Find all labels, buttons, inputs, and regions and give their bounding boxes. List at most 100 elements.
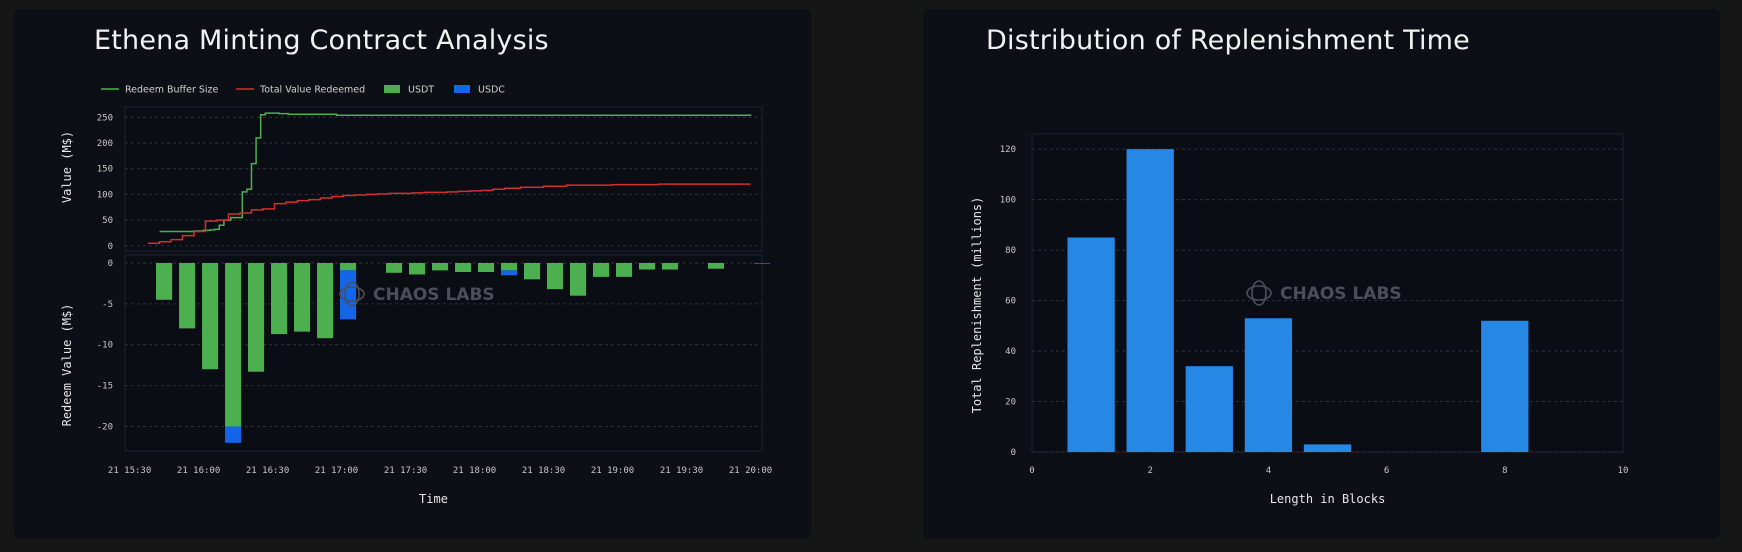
chart-title-distribution: Distribution of Replenishment Time: [986, 25, 1470, 56]
bar-usdt: [615, 263, 633, 277]
bar-usdt: [294, 263, 311, 332]
analysis-panel: Ethena Minting Contract Analysis Redeem …: [14, 9, 811, 539]
bar-usdt: [225, 263, 242, 427]
bar: [1244, 318, 1293, 452]
logo-ring-horizontal: [339, 286, 365, 302]
y-tick-label: 50: [102, 216, 113, 226]
chaos-labs-logo: CHAOS LABS: [1246, 280, 1402, 306]
bar-usdt: [317, 263, 334, 339]
bar: [1481, 320, 1529, 452]
x-tick-label: 10: [1618, 466, 1629, 476]
bar-usdc: [753, 263, 771, 264]
bar-usdt: [179, 263, 196, 329]
y-tick-label: 150: [97, 165, 113, 175]
x-tick-label: 0: [1029, 466, 1034, 476]
bar: [1185, 366, 1233, 452]
legend-item: Total Value Redeemed: [236, 85, 365, 96]
x-tick-label: 6: [1384, 466, 1389, 476]
bar-usdt: [156, 263, 173, 300]
x-tick-label: 21 19:30: [660, 466, 703, 476]
y-tick-label: 100: [1000, 196, 1016, 206]
watermark-text: CHAOS LABS: [373, 285, 495, 305]
series-line-redeem-buffer-size: [159, 112, 752, 233]
x-axis-label: Length in Blocks: [1270, 492, 1386, 506]
bar-usdt: [432, 263, 449, 271]
y-tick-label: -5: [102, 300, 113, 310]
bar-usdt: [248, 263, 265, 372]
x-tick-label: 21 17:00: [315, 466, 358, 476]
x-tick-label: 21 18:30: [522, 466, 565, 476]
legend-swatch-box: [454, 85, 470, 93]
logo-ring-vertical: [1251, 280, 1267, 306]
x-tick-label: 21 20:00: [729, 466, 772, 476]
bar-usdt: [500, 263, 518, 271]
legend: Redeem Buffer Size Total Value Redeemed US…: [101, 85, 505, 96]
distribution-chart: 0 20 40 60 80 100 120 0 2 4 6 8 10 Length in Blocks To…: [970, 133, 1629, 506]
chaos-labs-logo: CHAOS LABS: [339, 281, 495, 307]
y-tick-label: -15: [97, 382, 113, 392]
x-tick-label: 2: [1147, 466, 1152, 476]
x-tick-label: 21 16:30: [246, 466, 289, 476]
y-tick-label: 40: [1005, 347, 1016, 357]
bar-usdt: [454, 263, 472, 272]
y-tick-label: 20: [1005, 398, 1016, 408]
x-tick-label: 8: [1502, 466, 1507, 476]
y-tick-label: -10: [97, 341, 113, 351]
legend-item: USDT: [384, 85, 434, 96]
legend-label: USDT: [408, 85, 434, 96]
bar-usdt: [592, 263, 610, 277]
x-axis-label: Time: [419, 492, 448, 506]
bar-usdc: [225, 426, 242, 443]
legend-swatch-box: [384, 85, 400, 93]
y-axis-label: Redeem Value (M$): [60, 304, 74, 427]
legend-label: USDC: [478, 85, 505, 96]
bar: [1067, 237, 1115, 452]
minting-chart: Redeem Buffer Size Total Value Redeemed US…: [60, 85, 772, 507]
bar-usdt: [271, 263, 288, 335]
top-gridlines: [125, 116, 762, 247]
bar-usdt: [409, 263, 426, 275]
x-tick-label: 21 18:00: [453, 466, 496, 476]
bar: [1126, 149, 1174, 452]
legend-label: Total Value Redeemed: [259, 85, 365, 96]
y-tick-label: 120: [1000, 145, 1016, 155]
logo-ring-vertical: [344, 281, 360, 307]
legend-label: Redeem Buffer Size: [125, 85, 219, 96]
bar-usdt: [477, 263, 495, 272]
x-tick-label: 21 16:00: [177, 466, 220, 476]
y-tick-label: 80: [1005, 246, 1016, 256]
legend-item: Redeem Buffer Size: [101, 85, 219, 96]
bar-usdt: [638, 263, 656, 270]
bar-usdt: [523, 263, 541, 280]
y-tick-label: -20: [97, 422, 113, 432]
y-tick-label: 250: [97, 113, 113, 123]
bar-usdt: [661, 263, 679, 270]
bar-usdc: [500, 270, 518, 276]
bar-usdt: [202, 263, 219, 370]
distribution-panel: Distribution of Replenishment Time 0 20 40…: [923, 9, 1720, 539]
top-plot-area: [124, 106, 763, 252]
y-tick-label: 0: [1011, 448, 1016, 458]
series-line-total-value-redeemed: [147, 183, 751, 245]
y-axis-label: Total Replenishment (millions): [970, 197, 984, 414]
x-tick-label: 21 15:30: [108, 466, 151, 476]
y-axis-label: Value (M$): [60, 131, 74, 203]
legend-item: USDC: [454, 85, 505, 96]
bar-usdt: [386, 263, 403, 273]
bar-usdc: [340, 270, 357, 320]
bar: [1303, 444, 1352, 452]
bar-usdt: [340, 263, 357, 271]
x-tick-label: 21 17:30: [384, 466, 427, 476]
chart-title-minting: Ethena Minting Contract Analysis: [94, 25, 549, 56]
y-tick-label: 0: [108, 259, 113, 269]
x-tick-label: 4: [1266, 466, 1271, 476]
x-tick-label: 21 19:00: [591, 466, 634, 476]
y-tick-label: 0: [108, 242, 113, 252]
watermark-text: CHAOS LABS: [1280, 284, 1402, 304]
logo-ring-horizontal: [1246, 285, 1272, 301]
y-tick-label: 200: [97, 139, 113, 149]
y-tick-label: 60: [1005, 297, 1016, 307]
bar-usdt: [546, 263, 564, 290]
bar-usdt: [707, 263, 725, 269]
y-tick-label: 100: [97, 190, 113, 200]
